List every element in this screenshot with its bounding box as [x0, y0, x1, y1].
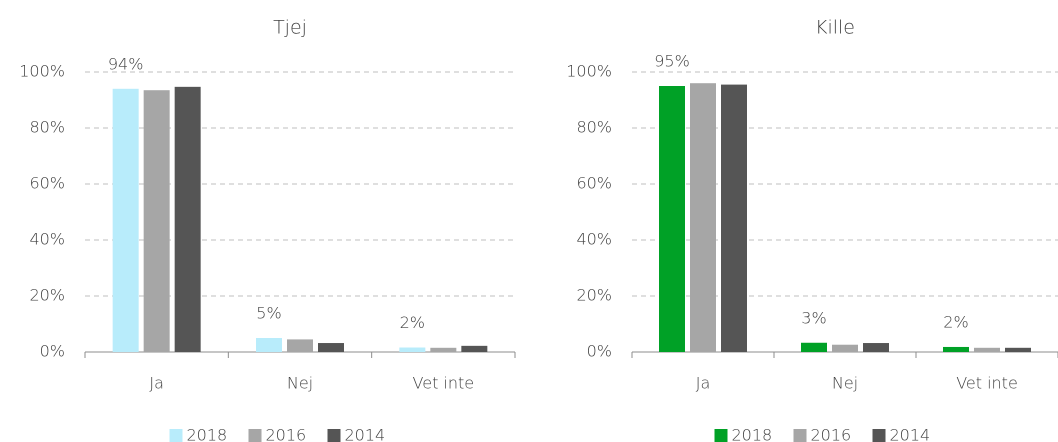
y-tick-label: 20%	[576, 286, 612, 305]
legend-swatch	[714, 429, 728, 442]
data-label: 5%	[256, 304, 281, 323]
chart-title: Tjej	[273, 17, 307, 39]
bar	[832, 344, 858, 352]
y-tick-label: 40%	[29, 230, 65, 249]
x-tick-label: Vet inte	[413, 374, 475, 393]
bar	[1005, 347, 1031, 352]
bar	[461, 345, 488, 352]
legend-swatch	[169, 429, 183, 442]
x-tick-label: Nej	[832, 374, 858, 393]
legend-swatch	[248, 429, 262, 442]
y-tick-label: 0%	[40, 342, 65, 361]
data-label: 94%	[108, 54, 144, 73]
bar	[801, 342, 827, 352]
x-tick-label: Ja	[696, 374, 711, 393]
y-tick-label: 80%	[29, 118, 65, 137]
bar	[287, 339, 313, 352]
bar	[256, 338, 282, 352]
x-tick-label: Nej	[287, 374, 313, 393]
legend-label: 2018	[187, 426, 228, 442]
legend-label: 2016	[266, 426, 307, 442]
bar	[399, 347, 426, 352]
y-tick-label: 60%	[576, 174, 612, 193]
y-tick-label: 60%	[29, 174, 65, 193]
y-tick-label: 100%	[566, 62, 612, 81]
bar	[690, 83, 716, 352]
bar	[943, 346, 969, 352]
legend-label: 2018	[732, 426, 773, 442]
bar	[974, 347, 1000, 352]
chart-title: Kille	[815, 17, 855, 39]
data-label: 2%	[943, 312, 968, 331]
legend-swatch	[327, 429, 341, 442]
bar	[659, 86, 685, 352]
y-tick-label: 80%	[576, 118, 612, 137]
y-tick-label: 0%	[587, 342, 612, 361]
data-label: 2%	[400, 313, 425, 332]
y-tick-label: 20%	[29, 286, 65, 305]
bar	[112, 88, 139, 353]
data-label: 95%	[654, 52, 690, 71]
bar	[430, 347, 457, 352]
legend-swatch	[872, 429, 886, 442]
bar	[721, 84, 747, 352]
x-tick-label: Vet inte	[956, 374, 1018, 393]
y-tick-label: 100%	[19, 62, 65, 81]
bar	[318, 343, 344, 352]
x-tick-label: Ja	[149, 374, 164, 393]
bar	[174, 86, 201, 352]
legend-label: 2016	[811, 426, 852, 442]
legend-label: 2014	[345, 426, 386, 442]
data-label: 3%	[801, 308, 826, 327]
bar	[863, 343, 889, 352]
y-tick-label: 40%	[576, 230, 612, 249]
legend-label: 2014	[890, 426, 931, 442]
legend-swatch	[793, 429, 807, 442]
bar	[143, 90, 170, 352]
